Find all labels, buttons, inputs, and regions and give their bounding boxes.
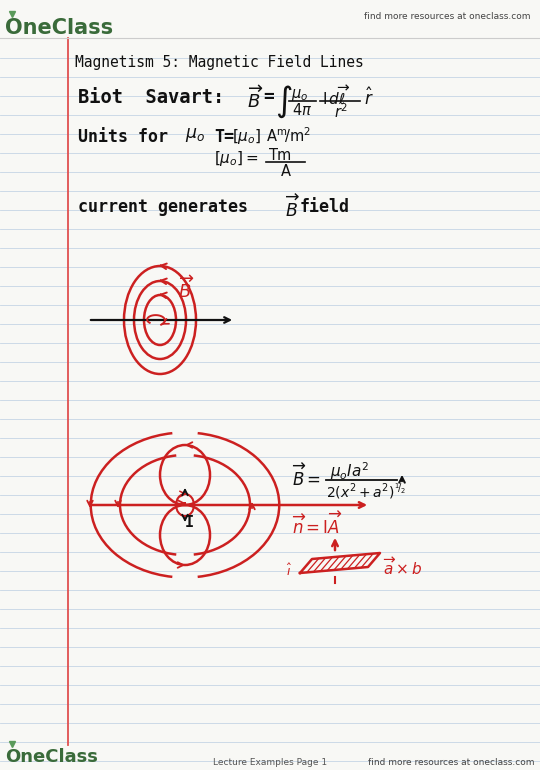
Text: $\overrightarrow{B}$: $\overrightarrow{B}$ xyxy=(247,85,264,112)
Text: $\mu_o$: $\mu_o$ xyxy=(291,87,308,103)
Text: $\mathrm{A^m}\!/\mathrm{m^2}$: $\mathrm{A^m}\!/\mathrm{m^2}$ xyxy=(266,125,311,145)
Text: $\overrightarrow{a}\times b$: $\overrightarrow{a}\times b$ xyxy=(383,557,422,578)
Text: $\mathrm{A}$: $\mathrm{A}$ xyxy=(280,163,292,179)
Text: $4\pi$: $4\pi$ xyxy=(292,102,312,118)
Text: $2(x^2+a^2)^{^1\!/_2}$: $2(x^2+a^2)^{^1\!/_2}$ xyxy=(326,481,406,500)
Text: find more resources at oneclass.com: find more resources at oneclass.com xyxy=(363,12,530,21)
Text: $\mathrm{I}\,d\overrightarrow{\ell}$: $\mathrm{I}\,d\overrightarrow{\ell}$ xyxy=(322,85,350,109)
Text: $\overrightarrow{n}=\mathrm{I}\overrightarrow{A}$: $\overrightarrow{n}=\mathrm{I}\overright… xyxy=(292,512,343,538)
Text: Biot  Savart:: Biot Savart: xyxy=(78,88,224,107)
Text: current generates: current generates xyxy=(78,198,248,216)
Text: $[\mu_o]$: $[\mu_o]$ xyxy=(232,127,261,146)
Text: $\mu_o I a^2$: $\mu_o I a^2$ xyxy=(330,460,369,482)
Text: $r^2$: $r^2$ xyxy=(334,102,348,121)
Text: Lecture Examples Page 1: Lecture Examples Page 1 xyxy=(213,758,327,767)
Text: Magnetism 5: Magnetic Field Lines: Magnetism 5: Magnetic Field Lines xyxy=(75,55,364,70)
Text: Units for: Units for xyxy=(78,128,168,146)
Text: T=: T= xyxy=(214,128,234,146)
Text: find more resources at oneclass.com: find more resources at oneclass.com xyxy=(368,758,535,767)
Text: =: = xyxy=(263,88,274,106)
Text: $\overrightarrow{B}$: $\overrightarrow{B}$ xyxy=(178,275,194,302)
Text: I: I xyxy=(185,515,193,530)
Text: $\mu_o$: $\mu_o$ xyxy=(185,126,205,144)
Text: OneClass: OneClass xyxy=(5,18,113,38)
Text: $\mathrm{Tm}$: $\mathrm{Tm}$ xyxy=(268,147,292,163)
Text: $\overrightarrow{B}$: $\overrightarrow{B}$ xyxy=(285,195,301,222)
Text: $\hat{\imath}$: $\hat{\imath}$ xyxy=(286,563,292,579)
Text: $\hat{r}$: $\hat{r}$ xyxy=(364,87,374,109)
Text: field: field xyxy=(300,198,350,216)
Text: $\overrightarrow{B}=$: $\overrightarrow{B}=$ xyxy=(292,464,321,490)
Text: OneClass: OneClass xyxy=(5,748,98,766)
Text: $\int$: $\int$ xyxy=(275,84,293,120)
Text: $[\mu_o]=$: $[\mu_o]=$ xyxy=(214,149,259,168)
